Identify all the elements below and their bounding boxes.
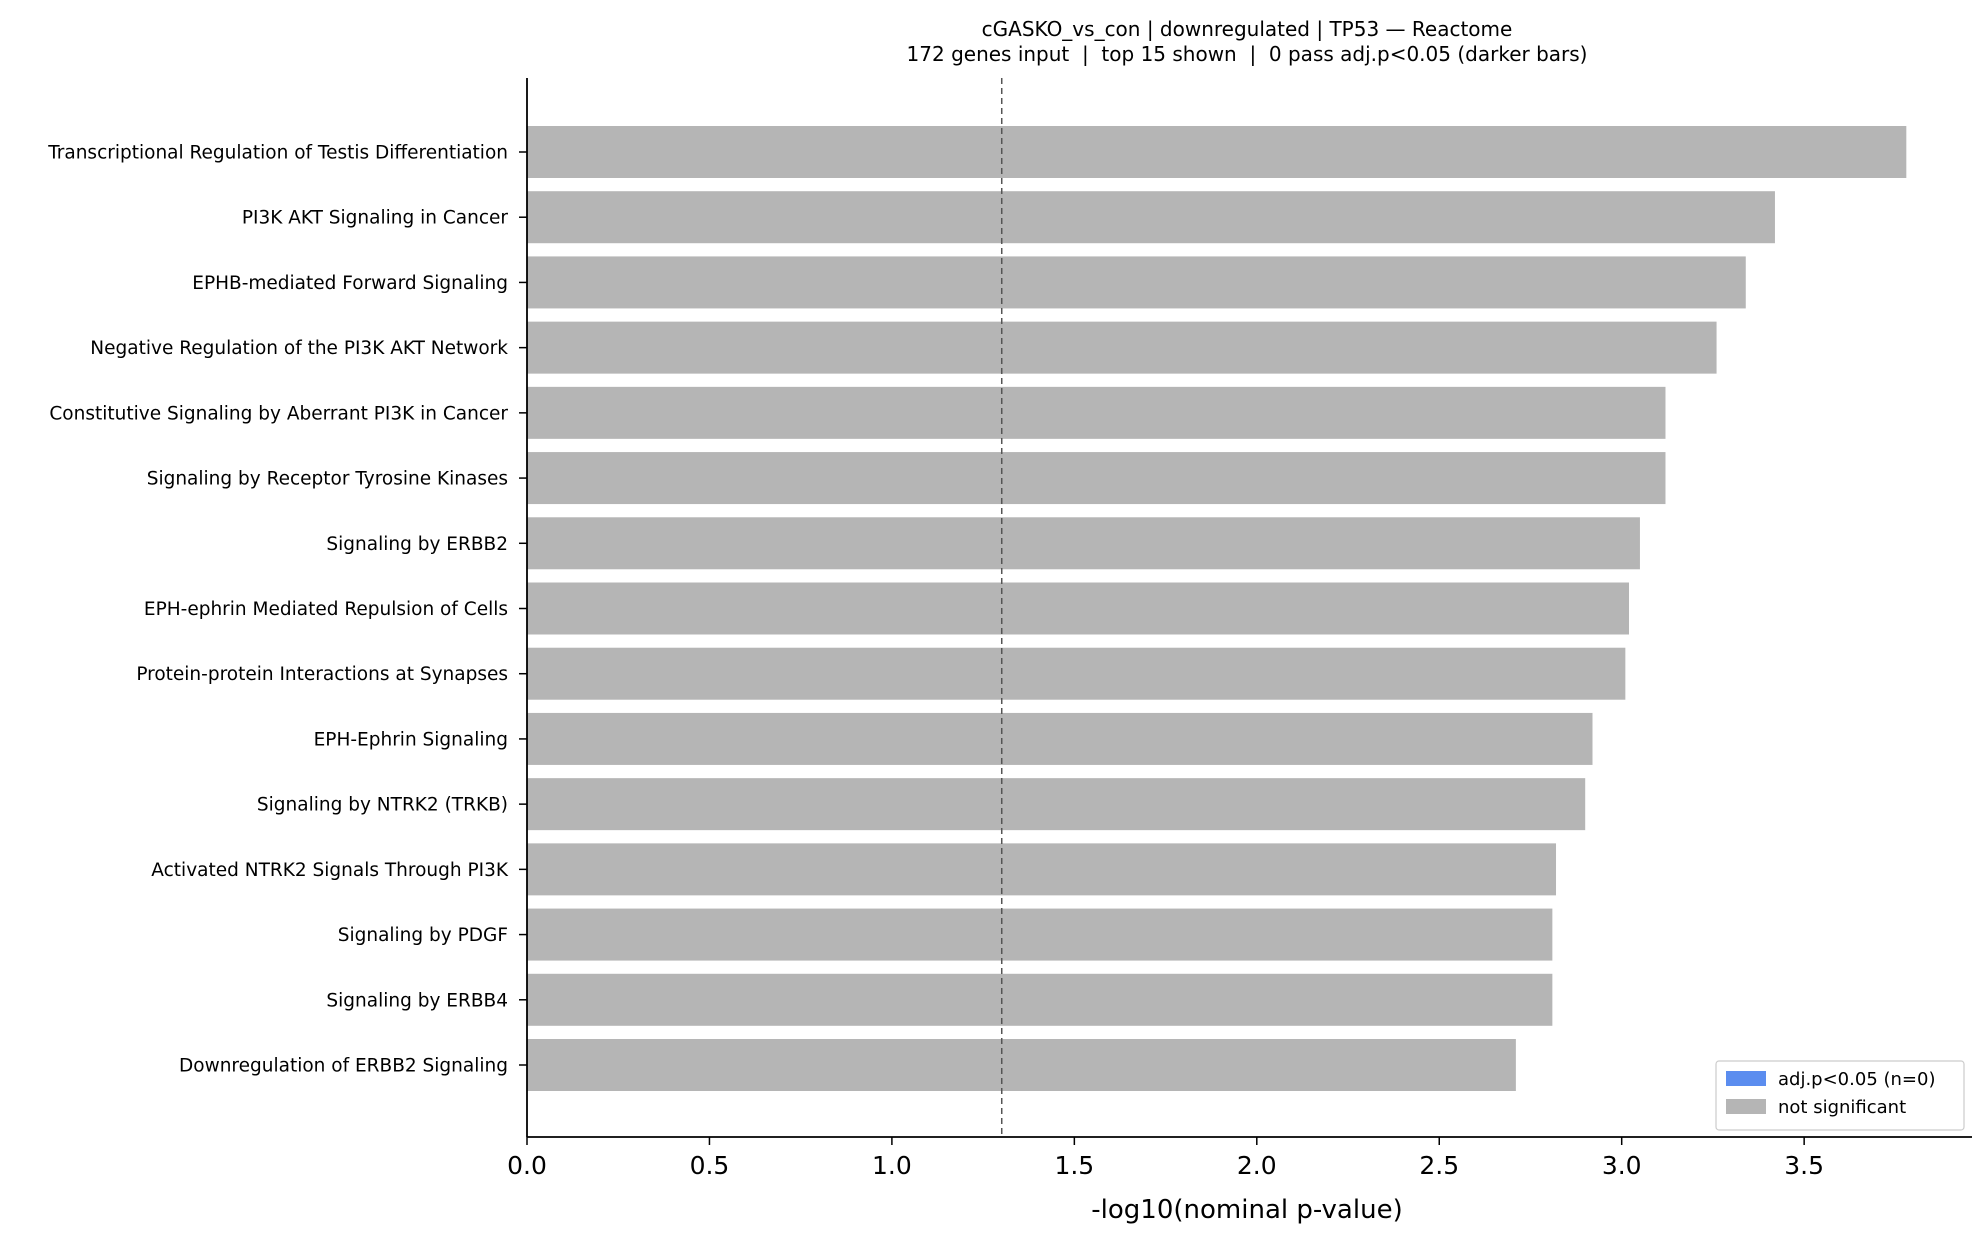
category-label: Signaling by NTRK2 (TRKB)	[257, 795, 508, 816]
bar	[527, 582, 1629, 635]
legend-swatch	[1726, 1071, 1766, 1086]
bar	[527, 126, 1907, 178]
x-tick-label: 3.5	[1784, 1151, 1824, 1180]
chart-subtitle: 172 genes input | top 15 shown | 0 pass …	[907, 42, 1588, 66]
legend-label: adj.p<0.05 (n=0)	[1778, 1069, 1935, 1090]
x-tick-label: 2.0	[1237, 1151, 1277, 1180]
category-label: Downregulation of ERBB2 Signaling	[179, 1056, 508, 1077]
bar	[527, 191, 1775, 244]
bar	[527, 778, 1586, 831]
x-ticks: 0.0 0.5 1.0 1.5 2.0 2.5 3.0 3.5	[507, 1137, 1824, 1180]
category-label: EPHB-mediated Forward Signaling	[192, 273, 508, 294]
bar	[527, 517, 1640, 570]
category-label: Signaling by ERBB4	[326, 990, 508, 1011]
category-label: Constitutive Signaling by Aberrant PI3K …	[49, 403, 508, 424]
chart-title: cGASKO_vs_con | downregulated | TP53 — R…	[982, 17, 1513, 41]
bar	[527, 973, 1553, 1026]
x-tick-label: 2.5	[1419, 1151, 1459, 1180]
category-labels: Transcriptional Regulation of Testis Dif…	[47, 143, 527, 1077]
bar	[527, 256, 1746, 309]
bar	[527, 1039, 1516, 1091]
x-tick-label: 3.0	[1602, 1151, 1642, 1180]
category-label: PI3K AKT Signaling in Cancer	[242, 208, 509, 229]
bars-group	[527, 126, 1907, 1091]
category-label: Transcriptional Regulation of Testis Dif…	[47, 143, 508, 164]
x-axis-title: -log10(nominal p-value)	[1091, 1195, 1402, 1225]
bar	[527, 452, 1666, 505]
x-tick-label: 0.0	[507, 1151, 547, 1180]
legend-box	[1715, 1060, 1965, 1131]
category-label: Activated NTRK2 Signals Through PI3K	[151, 860, 509, 881]
legend-swatch	[1726, 1099, 1766, 1114]
category-label: EPH-ephrin Mediated Repulsion of Cells	[144, 599, 508, 620]
category-label: Protein-protein Interactions at Synapses	[136, 664, 508, 685]
x-tick-label: 1.0	[872, 1151, 912, 1180]
x-tick-label: 1.5	[1054, 1151, 1094, 1180]
category-label: Signaling by Receptor Tyrosine Kinases	[147, 469, 508, 490]
category-label: Signaling by ERBB2	[326, 534, 508, 555]
bar	[527, 712, 1593, 765]
category-label: Negative Regulation of the PI3K AKT Netw…	[90, 338, 508, 359]
category-label: Signaling by PDGF	[338, 925, 508, 946]
bar	[527, 843, 1557, 896]
bar	[527, 386, 1666, 439]
bar	[527, 647, 1626, 700]
bar	[527, 321, 1717, 374]
legend: adj.p<0.05 (n=0) not significant	[1715, 1060, 1965, 1131]
category-label: EPH-Ephrin Signaling	[314, 729, 508, 750]
x-tick-label: 0.5	[690, 1151, 730, 1180]
axes	[526, 78, 1972, 1138]
legend-label: not significant	[1778, 1097, 1906, 1118]
bar	[527, 908, 1553, 961]
